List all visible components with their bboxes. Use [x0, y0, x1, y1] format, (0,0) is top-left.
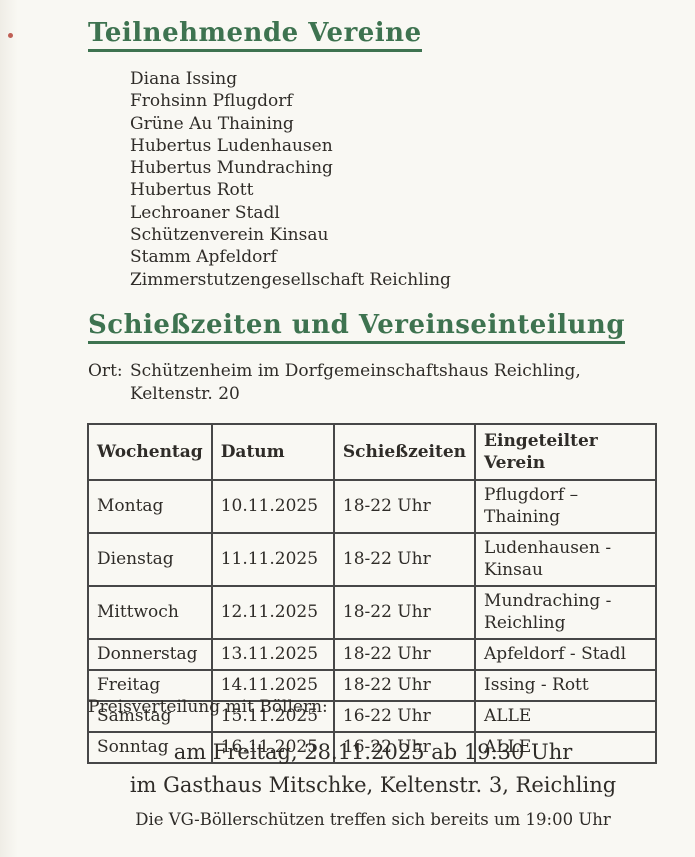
table-cell: 10.11.2025 [210, 479, 335, 534]
table-row: Montag 10.11.2025 18-22 Uhr Pflugdorf – Tha… [87, 479, 657, 534]
table-cell: 11.11.2025 [210, 532, 335, 587]
table-cell: Mundraching - Reichling [474, 585, 657, 640]
club-list: Diana Issing Frohsinn Pflugdorf Grüne Au T… [130, 68, 451, 291]
table-cell: ALLE [474, 700, 657, 733]
club-list-item: Diana Issing [130, 69, 238, 89]
schedule-table: Wochentag Datum Schießzeiten Eingeteilter V… [87, 423, 657, 764]
table-cell: Dienstag [87, 532, 213, 587]
prize-event-block: am Freitag, 28.11.2025 ab 19:30 Uhr im G… [88, 736, 658, 802]
table-header-row: Wochentag Datum Schießzeiten Eingeteilter V… [87, 423, 657, 481]
club-list-item: Hubertus Mundraching [130, 158, 333, 179]
table-cell: Apfeldorf - Stadl [474, 638, 657, 671]
participants-section: Teilnehmende Vereine [88, 18, 422, 52]
scan-speck-artifact [8, 33, 13, 38]
table-cell: 13.11.2025 [210, 638, 335, 671]
table-cell: 16-22 Uhr [332, 700, 477, 733]
club-list-item: Hubertus Rott [130, 180, 254, 201]
table-header-cell: Eingeteilter Verein [474, 423, 657, 481]
prize-event-note: Die VG-Böllerschützen treffen sich berei… [135, 810, 611, 829]
table-cell: Mittwoch [87, 585, 213, 640]
table-cell: 18-22 Uhr [332, 669, 477, 702]
table-row: Donnerstag 13.11.2025 18-22 Uhr Apfeldorf -… [87, 638, 657, 671]
club-list-item: Schützenverein Kinsau [130, 225, 329, 246]
schedule-title: Schießzeiten und Vereinseinteilung [88, 310, 626, 344]
table-cell: 14.11.2025 [210, 669, 335, 702]
club-list-item: Grüne Au Thaining [130, 113, 294, 134]
table-header-cell: Schießzeiten [332, 423, 477, 481]
prizes-intro: Preisverteilung mit Böllern: [88, 697, 328, 717]
prize-event-line-2: im Gasthaus Mitschke, Keltenstr. 3, Reic… [129, 773, 617, 797]
club-list-item: Hubertus Ludenhausen [130, 135, 333, 156]
club-list-item: Stamm Apfeldorf [130, 247, 277, 268]
location-line-2: Keltenstr. 20 [130, 383, 240, 404]
club-list-item: Frohsinn Pflugdorf [130, 91, 293, 112]
table-row: Freitag 14.11.2025 18-22 Uhr Issing - Rott [87, 669, 657, 702]
schedule-table-body: Montag 10.11.2025 18-22 Uhr Pflugdorf – Tha… [87, 479, 657, 764]
table-cell: 18-22 Uhr [332, 479, 477, 534]
table-cell: 15.11.2025 [210, 700, 335, 733]
table-cell: Pflugdorf – Thaining [474, 479, 657, 534]
table-cell: Issing - Rott [474, 669, 657, 702]
table-cell: 18-22 Uhr [332, 585, 477, 640]
table-cell: Ludenhausen - Kinsau [474, 532, 657, 587]
prize-event-line-1: am Freitag, 28.11.2025 ab 19:30 Uhr [173, 740, 573, 764]
club-list-item: Lechroaner Stadl [130, 202, 280, 223]
table-row: Samstag 15.11.2025 16-22 Uhr ALLE [87, 700, 657, 733]
table-cell: 16.11.2025 [210, 731, 335, 764]
table-header-cell: Wochentag [87, 423, 213, 481]
table-cell: 18-22 Uhr [332, 532, 477, 587]
table-cell: Samstag [87, 700, 213, 733]
table-header-cell: Datum [210, 423, 335, 481]
table-row: Mittwoch 12.11.2025 18-22 Uhr Mundraching -… [87, 585, 657, 640]
table-cell: 18-22 Uhr [332, 638, 477, 671]
table-cell: 12.11.2025 [210, 585, 335, 640]
schedule-section: Schießzeiten und Vereinseinteilung [88, 310, 626, 344]
location-label: Ort: [88, 361, 123, 381]
table-row: Dienstag 11.11.2025 18-22 Uhr Ludenhausen -… [87, 532, 657, 587]
club-list-item: Zimmerstutzengesellschaft Reichling [130, 269, 451, 290]
table-row: Sonntag 16.11.2025 16-22 Uhr ALLE [87, 731, 657, 764]
table-cell: Sonntag [87, 731, 213, 764]
location-line-1: Schützenheim im Dorfgemeinschaftshaus Re… [130, 361, 581, 381]
table-cell: Montag [87, 479, 213, 534]
table-cell: Freitag [87, 669, 213, 702]
table-cell: 16-22 Uhr [332, 731, 477, 764]
table-cell: Donnerstag [87, 638, 213, 671]
table-cell: ALLE [474, 731, 657, 764]
location-address: Schützenheim im Dorfgemeinschaftshaus Re… [130, 360, 581, 405]
schedule-table-head: Wochentag Datum Schießzeiten Eingeteilter V… [87, 423, 657, 481]
participants-title: Teilnehmende Vereine [88, 18, 422, 52]
location-paragraph: Ort: Schützenheim im Dorfgemeinschaftsha… [88, 360, 581, 405]
